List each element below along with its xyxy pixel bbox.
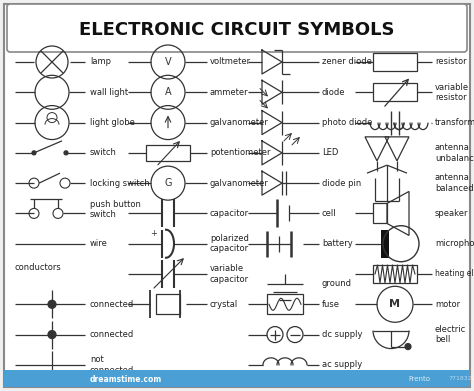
Text: M: M	[390, 299, 401, 309]
Circle shape	[64, 151, 68, 155]
Text: variable
resistor: variable resistor	[435, 83, 469, 102]
Text: conductors: conductors	[15, 264, 62, 273]
FancyBboxPatch shape	[7, 4, 467, 52]
Bar	[4, 370, 470, 387]
Bar	[373, 53, 417, 71]
Text: V: V	[164, 57, 171, 67]
Text: lamp: lamp	[90, 57, 111, 66]
Text: ammeter: ammeter	[210, 88, 249, 97]
Text: diode pin: diode pin	[322, 179, 361, 188]
Text: voltmeter: voltmeter	[210, 57, 251, 66]
Text: ELECTRONIC CIRCUIT SYMBOLS: ELECTRONIC CIRCUIT SYMBOLS	[79, 21, 395, 39]
Text: Frento: Frento	[408, 376, 430, 382]
Text: dc supply: dc supply	[322, 330, 363, 339]
Text: motor: motor	[435, 300, 460, 309]
Circle shape	[405, 344, 411, 350]
Text: resistor: resistor	[435, 57, 466, 66]
Circle shape	[48, 330, 56, 339]
FancyBboxPatch shape	[4, 4, 470, 387]
Text: antenna
balanced: antenna balanced	[435, 174, 474, 193]
Bar	[381, 230, 389, 258]
Text: connected: connected	[90, 330, 134, 339]
Bar	[156, 294, 180, 314]
Text: zener diode: zener diode	[322, 57, 372, 66]
Text: photo diode: photo diode	[322, 118, 373, 127]
Bar	[373, 265, 417, 283]
Text: antenna
unbalanced: antenna unbalanced	[435, 143, 474, 163]
Text: light globe: light globe	[90, 118, 135, 127]
Circle shape	[32, 151, 36, 155]
Text: connected: connected	[90, 300, 134, 309]
Text: LED: LED	[322, 148, 338, 157]
Text: A: A	[164, 87, 171, 97]
Bar	[267, 294, 303, 314]
Text: potentiometer: potentiometer	[210, 148, 271, 157]
Text: electric
bell: electric bell	[435, 325, 466, 344]
Text: capacitor: capacitor	[210, 209, 249, 218]
Text: speaker: speaker	[435, 209, 468, 218]
Text: G: G	[164, 178, 172, 188]
Text: +: +	[151, 229, 157, 238]
Text: ground: ground	[322, 280, 352, 289]
Text: galvanometer: galvanometer	[210, 118, 269, 127]
Text: 77183273: 77183273	[448, 377, 474, 382]
Text: wire: wire	[90, 239, 108, 248]
Bar	[373, 83, 417, 101]
Bar	[373, 203, 387, 223]
Text: polarized
capacitor: polarized capacitor	[210, 234, 249, 253]
Text: dreamstime.com: dreamstime.com	[90, 375, 162, 384]
Text: variable
capacitor: variable capacitor	[210, 264, 249, 284]
Text: microphone: microphone	[435, 239, 474, 248]
Circle shape	[48, 300, 56, 308]
Text: push button
switch: push button switch	[90, 200, 141, 219]
Text: wall light: wall light	[90, 88, 128, 97]
Text: transformer: transformer	[435, 118, 474, 127]
Text: diode: diode	[322, 88, 346, 97]
Text: crystal: crystal	[210, 300, 238, 309]
Text: fuse: fuse	[322, 300, 340, 309]
Text: battery: battery	[322, 239, 353, 248]
Text: galvanometer: galvanometer	[210, 179, 269, 188]
Text: locking switch: locking switch	[90, 179, 150, 188]
Text: switch: switch	[90, 148, 117, 157]
Text: ac supply: ac supply	[322, 361, 362, 369]
Text: heating element: heating element	[435, 269, 474, 278]
Text: not
connected: not connected	[90, 355, 134, 375]
Text: cell: cell	[322, 209, 337, 218]
Bar	[146, 145, 190, 161]
